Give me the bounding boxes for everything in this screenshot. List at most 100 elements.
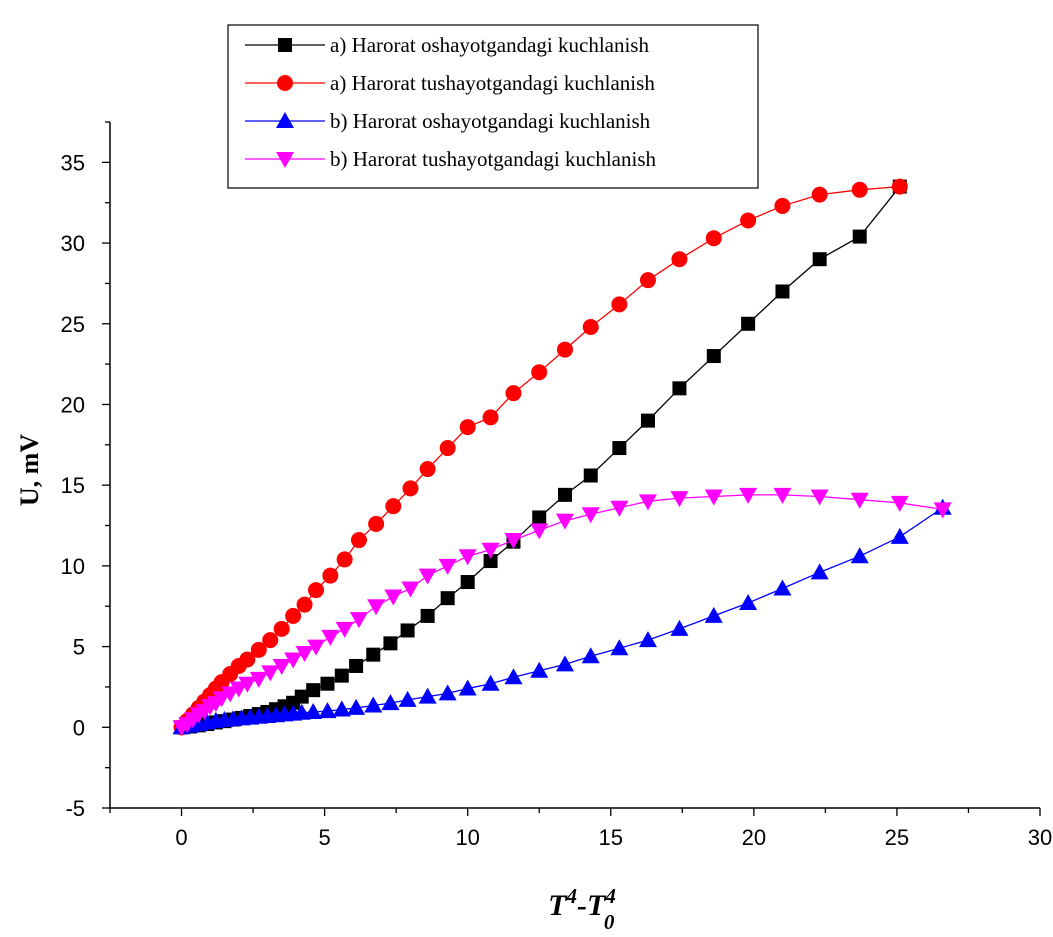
data-point xyxy=(400,623,415,638)
data-point xyxy=(335,621,354,638)
series-line xyxy=(181,185,900,728)
data-point xyxy=(238,676,257,693)
series-layer xyxy=(172,178,952,737)
data-point xyxy=(212,691,231,708)
data-point xyxy=(261,665,280,682)
data-point xyxy=(401,581,420,598)
data-point xyxy=(322,567,339,584)
data-point xyxy=(812,252,827,267)
x-axis-label-sup1: 4 xyxy=(566,884,578,908)
data-point xyxy=(810,489,829,506)
data-point xyxy=(773,579,792,596)
x-tick-label: 15 xyxy=(599,825,623,850)
data-point xyxy=(419,461,436,478)
data-point xyxy=(610,500,629,517)
data-point xyxy=(304,702,323,719)
data-point xyxy=(890,495,909,512)
data-point xyxy=(249,671,268,688)
data-point xyxy=(610,639,629,656)
series-2 xyxy=(173,178,908,736)
data-point xyxy=(272,658,291,675)
data-point xyxy=(420,608,435,623)
data-point xyxy=(530,523,549,540)
y-tick-label: 10 xyxy=(61,554,85,579)
legend-box xyxy=(227,24,759,189)
data-point xyxy=(773,487,792,504)
data-point xyxy=(284,652,303,669)
data-point xyxy=(532,510,547,525)
data-point xyxy=(398,690,417,707)
y-tick-label: 25 xyxy=(61,312,85,337)
data-point xyxy=(402,480,419,497)
data-point xyxy=(530,661,549,678)
data-point xyxy=(349,612,368,629)
data-point xyxy=(850,547,869,564)
data-point xyxy=(334,668,349,683)
data-point xyxy=(670,619,689,636)
legend-item-4: b) Harorat tushayotgandagi kuchlanish xyxy=(245,147,656,171)
data-point xyxy=(739,594,758,611)
data-point xyxy=(556,341,573,358)
x-tick-label: 25 xyxy=(885,825,909,850)
data-point xyxy=(852,229,867,244)
data-point xyxy=(775,284,790,299)
data-point xyxy=(318,702,337,719)
data-point xyxy=(531,364,548,381)
legend-marker xyxy=(278,38,292,52)
legend-label: a) Harorat tushayotgandagi kuchlanish xyxy=(330,71,655,95)
data-point xyxy=(336,551,353,568)
y-tick-label: 5 xyxy=(73,635,85,660)
data-point xyxy=(294,689,309,704)
data-point xyxy=(672,381,687,396)
data-point xyxy=(504,668,523,685)
x-axis-label-sep: - xyxy=(577,889,587,922)
data-point xyxy=(460,575,475,590)
x-axis-label-sup2: 4 xyxy=(604,884,616,908)
legend: a) Harorat oshayotgandagi kuchlanish a) H… xyxy=(227,24,759,189)
series-line xyxy=(181,186,901,728)
data-point xyxy=(262,632,279,649)
data-point xyxy=(320,676,335,691)
data-point xyxy=(481,542,500,559)
data-point xyxy=(250,641,267,658)
data-point xyxy=(640,413,655,428)
data-point xyxy=(851,181,868,198)
data-point xyxy=(458,679,477,696)
data-point xyxy=(349,658,364,673)
data-point xyxy=(367,599,386,616)
y-tick-label: 0 xyxy=(73,715,85,740)
data-point xyxy=(239,651,256,668)
data-point xyxy=(332,700,351,717)
data-point xyxy=(321,629,340,646)
data-point xyxy=(438,558,457,575)
y-tick-label: -5 xyxy=(65,796,85,821)
x-axis-label-sub2: 0 xyxy=(604,910,615,934)
x-axis-label: T4-T4 0 xyxy=(548,884,616,934)
data-point xyxy=(811,186,828,203)
data-point xyxy=(555,655,574,672)
data-point xyxy=(705,230,722,247)
data-point xyxy=(704,606,723,623)
data-point xyxy=(706,349,721,364)
data-point xyxy=(504,533,523,550)
data-point xyxy=(581,507,600,524)
data-point xyxy=(418,687,437,704)
data-point xyxy=(439,440,456,457)
data-point xyxy=(505,385,522,402)
data-point xyxy=(481,674,500,691)
data-point xyxy=(385,498,402,515)
data-point xyxy=(296,596,313,613)
legend-marker xyxy=(277,75,293,91)
data-point xyxy=(611,296,628,313)
x-tick-label: 0 xyxy=(175,825,187,850)
x-axis-label-base1: T xyxy=(548,889,568,922)
data-point xyxy=(850,492,869,509)
data-point xyxy=(482,409,499,426)
data-point xyxy=(307,639,326,656)
data-point xyxy=(308,582,325,599)
data-point xyxy=(459,419,476,436)
data-point xyxy=(890,527,909,544)
data-point xyxy=(295,646,314,663)
data-point xyxy=(740,212,757,229)
data-point xyxy=(670,491,689,508)
